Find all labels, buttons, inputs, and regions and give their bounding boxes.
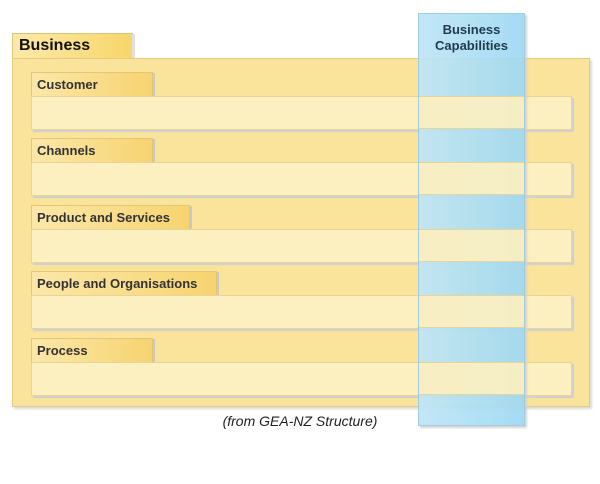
capabilities-title-line2: Capabilities xyxy=(435,38,508,53)
capabilities-cell xyxy=(419,162,524,195)
capabilities-cell xyxy=(419,295,524,328)
section-label-text: Product and Services xyxy=(37,210,170,225)
business-title: Business xyxy=(19,37,91,54)
section-label-text: People and Organisations xyxy=(37,276,198,291)
section-label-products: Product and Services xyxy=(31,205,192,229)
capabilities-cell xyxy=(419,96,524,129)
capabilities-cell xyxy=(419,362,524,395)
section-label-text: Process xyxy=(37,343,88,358)
section-label-process: Process xyxy=(31,338,155,362)
capabilities-title: Business Capabilities xyxy=(418,22,525,54)
section-label-text: Channels xyxy=(37,143,96,158)
section-label-channels: Channels xyxy=(31,138,155,162)
section-label-text: Customer xyxy=(37,77,98,92)
capabilities-title-line1: Business xyxy=(442,22,501,37)
capabilities-cell xyxy=(419,229,524,262)
capabilities-column xyxy=(418,13,525,426)
business-tab: Business xyxy=(12,33,135,58)
diagram-caption: (from GEA-NZ Structure) xyxy=(222,413,378,429)
section-label-customer: Customer xyxy=(31,72,155,96)
section-label-people: People and Organisations xyxy=(31,271,219,295)
